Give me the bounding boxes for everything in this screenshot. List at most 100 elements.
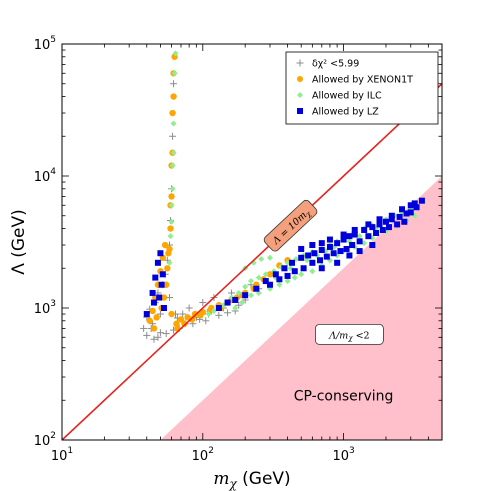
data-point <box>253 285 260 292</box>
data-point <box>232 305 239 311</box>
legend-label: Allowed by LZ <box>312 107 379 118</box>
data-point <box>242 292 249 299</box>
data-point <box>281 265 288 272</box>
data-point <box>177 316 185 323</box>
data-point <box>388 216 395 223</box>
region-label-box <box>315 324 384 345</box>
data-point <box>224 299 231 306</box>
data-point <box>199 299 207 307</box>
line-label-box <box>263 199 318 252</box>
data-point <box>346 233 353 240</box>
data-point <box>162 330 170 338</box>
legend-marker <box>297 76 303 82</box>
data-point <box>191 310 199 318</box>
data-point <box>171 70 178 77</box>
data-point <box>165 250 172 257</box>
data-point <box>334 240 341 247</box>
data-point <box>337 248 344 255</box>
data-point <box>170 80 178 88</box>
data-point <box>159 271 166 278</box>
data-point <box>411 200 418 207</box>
data-point <box>413 204 420 211</box>
data-point <box>356 233 363 240</box>
data-point <box>394 221 401 228</box>
data-point <box>170 120 177 127</box>
data-point <box>340 236 347 243</box>
data-point <box>168 193 175 200</box>
data-point <box>300 265 307 272</box>
data-point <box>288 259 295 266</box>
data-point <box>185 304 193 312</box>
data-point <box>351 231 358 238</box>
data-point <box>210 307 217 314</box>
legend-marker <box>297 108 303 114</box>
data-point <box>146 317 153 324</box>
data-point <box>309 242 316 249</box>
data-point <box>276 276 283 283</box>
data-point <box>215 311 223 319</box>
data-point <box>379 226 386 233</box>
data-point <box>156 294 163 301</box>
data-point <box>161 241 169 249</box>
data-point <box>291 274 298 281</box>
data-point <box>248 292 255 299</box>
data-point <box>170 93 177 100</box>
data-point <box>365 221 372 228</box>
data-point <box>318 247 325 254</box>
data-point <box>418 197 425 204</box>
x-axis-label: mχ (GeV) <box>213 469 290 491</box>
data-point <box>369 242 376 249</box>
data-point <box>154 333 162 341</box>
data-point <box>266 281 273 288</box>
data-point <box>361 240 368 247</box>
data-point <box>149 307 156 315</box>
data-point <box>242 283 249 290</box>
data-point <box>258 256 265 263</box>
data-point <box>188 316 196 323</box>
y-axis-label: Λ (GeV) <box>9 209 29 275</box>
data-point <box>396 213 403 220</box>
data-point <box>235 289 242 296</box>
plot-frame <box>61 43 443 441</box>
legend-marker <box>296 59 304 67</box>
data-point <box>298 271 305 278</box>
data-point <box>160 294 168 301</box>
x-tick-label: 101 <box>51 446 73 464</box>
data-point <box>149 289 156 296</box>
data-point <box>179 310 187 318</box>
x-tick-label: 102 <box>192 446 214 464</box>
data-point <box>158 281 165 288</box>
data-point <box>318 265 325 272</box>
data-point <box>266 254 273 261</box>
data-point <box>385 224 392 231</box>
data-point <box>181 320 188 327</box>
data-point <box>262 278 269 285</box>
data-point <box>169 132 177 140</box>
data-point <box>235 301 243 309</box>
series-square <box>143 197 425 318</box>
data-point <box>361 226 368 233</box>
data-point <box>340 231 347 238</box>
data-point <box>255 274 262 281</box>
data-point <box>239 299 246 306</box>
data-point <box>140 324 148 332</box>
data-point <box>343 245 350 252</box>
legend-label: Allowed by XENON1T <box>312 75 413 86</box>
data-point <box>376 216 383 223</box>
data-point <box>167 225 174 232</box>
data-point <box>326 236 333 243</box>
data-point <box>232 296 239 303</box>
data-point <box>351 226 358 233</box>
data-point <box>323 253 330 260</box>
reference-line <box>62 83 442 440</box>
data-point <box>169 109 176 117</box>
x-tick-label: 103 <box>332 446 354 464</box>
y-tick-label: 103 <box>34 299 56 317</box>
data-point <box>334 259 341 266</box>
data-point <box>330 250 337 257</box>
data-point <box>349 242 356 249</box>
data-point <box>156 310 164 318</box>
y-tick-label: 102 <box>34 431 56 449</box>
data-point <box>143 331 151 339</box>
data-point <box>284 272 291 279</box>
